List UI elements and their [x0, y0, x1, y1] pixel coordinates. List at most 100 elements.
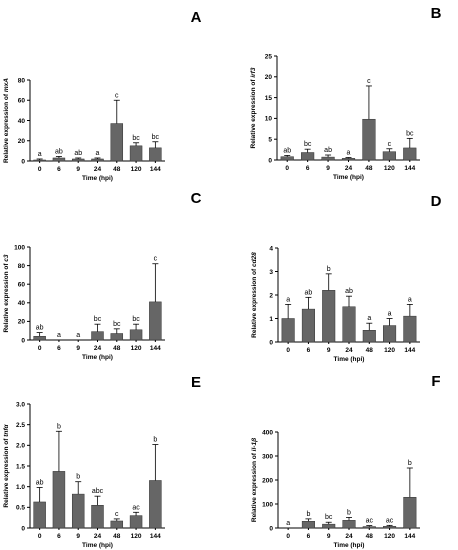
bar-f-48	[362, 526, 376, 529]
bar-f-24	[342, 520, 356, 529]
significance-letter-e: b	[153, 437, 157, 444]
panel-letter-a: A	[191, 9, 202, 26]
bar-b-6	[301, 152, 315, 161]
x-tick-label-c: 9	[76, 345, 80, 352]
x-tick-label-e: 120	[131, 533, 142, 540]
significance-letter-a: a	[38, 151, 42, 158]
significance-letter-e: ab	[36, 479, 44, 486]
significance-letter-d: a	[286, 296, 290, 303]
x-tick-label-a: 24	[94, 166, 102, 173]
y-tick-label-a: 0	[21, 158, 25, 165]
significance-letter-c: a	[57, 332, 61, 339]
significance-letter-a: ab	[55, 148, 63, 155]
y-tick-label-e: 1.5	[16, 463, 25, 470]
bar-d-9	[322, 290, 336, 343]
significance-letter-b: bc	[304, 141, 312, 148]
y-tick-label-f: 0	[269, 525, 273, 532]
y-axis-title-gene: mxA	[3, 78, 10, 92]
y-tick-label-d: 4	[269, 245, 273, 252]
significance-letter-e: c	[115, 511, 119, 518]
significance-letter-d: b	[327, 266, 331, 273]
y-axis-title-gene: c3	[3, 254, 10, 262]
significance-letter-f: ac	[366, 518, 374, 525]
bar-a-144	[149, 147, 162, 162]
significance-letter-f: b	[306, 511, 310, 518]
bar-c-144	[149, 301, 162, 341]
x-tick-label-e: 24	[94, 533, 102, 540]
x-tick-label-f: 120	[384, 533, 395, 540]
x-tick-label-a: 144	[150, 166, 161, 173]
y-tick-label-a: 60	[18, 98, 26, 105]
y-tick-label-b: 10	[265, 116, 273, 123]
bar-d-120	[383, 325, 397, 343]
significance-letter-c: bc	[94, 316, 102, 323]
y-tick-label-b: 5	[268, 137, 272, 144]
y-axis-title-c: Relative expression of c3	[3, 254, 10, 332]
x-tick-label-d: 0	[286, 347, 290, 354]
bar-b-0	[280, 156, 294, 161]
y-axis-title-prefix: Relative expression of	[251, 267, 258, 338]
bar-d-144	[403, 315, 417, 343]
x-tick-label-f: 9	[327, 533, 331, 540]
y-tick-label-c: 0	[21, 337, 25, 344]
bar-e-0	[33, 501, 46, 529]
y-tick-label-d: 1	[269, 316, 273, 323]
x-tick-label-d: 48	[366, 347, 374, 354]
bar-f-120	[383, 526, 397, 529]
panel-letter-c: C	[191, 190, 202, 207]
bar-c-0	[33, 336, 46, 341]
y-axis-title-e: Relative expression of tnfα	[3, 423, 10, 507]
bar-b-120	[382, 151, 396, 161]
y-axis-title-gene: il-1β	[251, 438, 258, 451]
y-axis-title-prefix: Relative expression of	[3, 437, 10, 508]
x-tick-label-d: 9	[327, 347, 331, 354]
y-tick-label-d: 0	[269, 339, 273, 346]
bar-e-9	[71, 493, 85, 529]
panel-letter-f: F	[431, 373, 440, 390]
bar-b-24	[341, 158, 356, 161]
significance-letter-f: b	[408, 460, 412, 467]
x-tick-label-b: 6	[306, 165, 310, 172]
significance-letter-f: ac	[386, 517, 394, 524]
x-axis-title-f: Time (hpi)	[334, 542, 365, 549]
panel-letter-e: E	[191, 374, 201, 391]
x-tick-label-f: 0	[286, 533, 290, 540]
x-tick-label-c: 48	[113, 345, 121, 352]
bar-d-48	[362, 330, 376, 343]
x-axis-title-c: Time (hpi)	[82, 354, 113, 361]
x-tick-label-a: 0	[38, 166, 42, 173]
x-tick-label-f: 24	[345, 533, 353, 540]
x-tick-label-c: 6	[57, 345, 61, 352]
bar-a-6	[52, 157, 66, 162]
y-axis-title-gene: tnfα	[3, 423, 10, 436]
significance-letter-b: a	[347, 150, 351, 157]
y-axis-title-gene: irf3	[250, 67, 257, 78]
significance-letter-e: abc	[92, 488, 104, 495]
significance-letter-d: a	[367, 315, 371, 322]
bar-e-6	[52, 471, 66, 529]
x-tick-label-b: 48	[365, 165, 373, 172]
y-axis-title-b: Relative expression of irf3	[250, 67, 257, 148]
significance-letter-d: ab	[305, 289, 313, 296]
x-tick-label-f: 6	[307, 533, 311, 540]
bar-d-0	[281, 318, 295, 343]
x-axis-title-b: Time (hpi)	[333, 174, 364, 181]
y-tick-label-b: 20	[265, 74, 273, 81]
x-tick-label-e: 144	[150, 533, 161, 540]
significance-letter-a: a	[96, 150, 100, 157]
bar-b-144	[403, 147, 417, 161]
y-tick-label-c: 80	[18, 263, 26, 270]
significance-letter-c: ab	[36, 325, 44, 332]
significance-letter-e: b	[57, 423, 61, 430]
significance-letter-c: bc	[132, 316, 140, 323]
x-tick-label-a: 9	[76, 166, 80, 173]
x-tick-label-e: 6	[57, 533, 61, 540]
significance-letter-b: ab	[324, 147, 332, 154]
x-tick-label-b: 120	[384, 165, 395, 172]
significance-letter-d: ab	[345, 288, 353, 295]
x-tick-label-b: 24	[345, 165, 353, 172]
y-tick-label-e: 3.0	[16, 401, 25, 408]
y-tick-label-f: 200	[262, 477, 273, 484]
x-tick-label-b: 0	[285, 165, 289, 172]
x-tick-label-d: 24	[345, 347, 353, 354]
